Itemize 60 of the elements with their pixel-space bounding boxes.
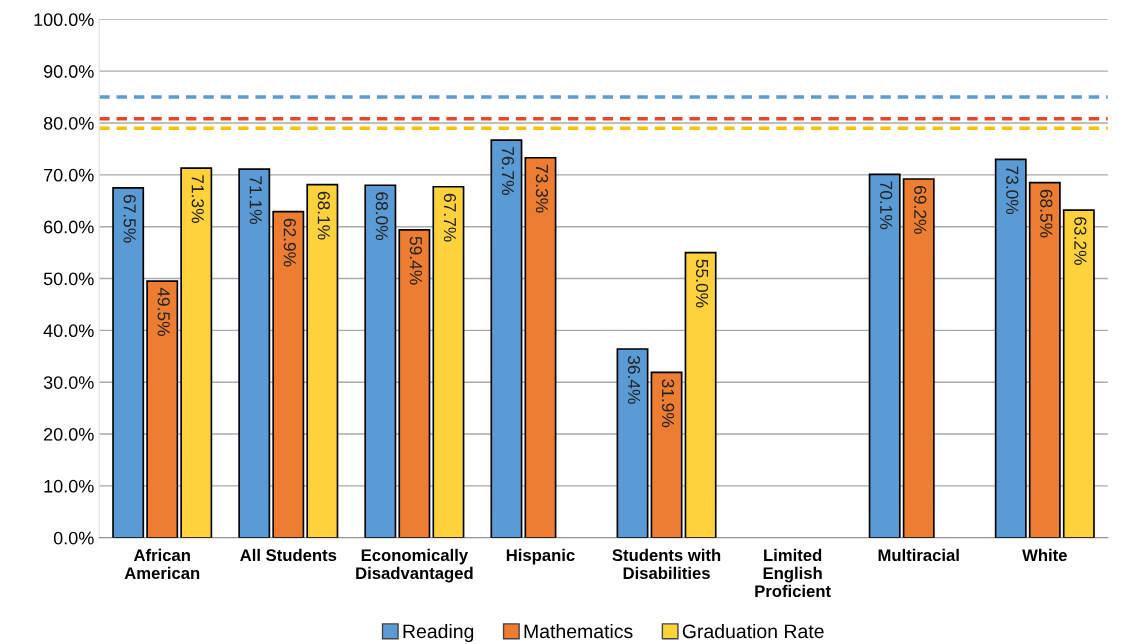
data-label: 68.1% xyxy=(317,191,330,240)
bar xyxy=(398,228,431,538)
bar xyxy=(684,251,717,538)
x-tick-label: All Students xyxy=(240,548,337,562)
bar xyxy=(146,280,179,538)
data-label: 71.1% xyxy=(249,176,262,224)
y-tick-label: 80.0% xyxy=(43,116,94,130)
legend-label: Reading xyxy=(403,623,474,643)
bar xyxy=(490,139,523,538)
data-label: 31.9% xyxy=(661,379,675,428)
data-label: 36.4% xyxy=(627,355,641,404)
bar xyxy=(1062,209,1095,538)
x-tick-label: White xyxy=(1022,548,1067,562)
data-label: 70.1% xyxy=(880,181,893,230)
bar xyxy=(1028,181,1061,538)
data-label: 68.0% xyxy=(375,192,388,241)
data-label: 76.7% xyxy=(501,147,515,195)
y-tick-label: 70.0% xyxy=(44,168,94,182)
bar xyxy=(272,210,305,538)
data-label: 62.9% xyxy=(283,218,296,267)
x-tick-label: African American xyxy=(124,548,200,580)
bar xyxy=(238,168,271,538)
x-tick-label: Students with Disabilities xyxy=(612,548,721,580)
bar xyxy=(180,167,213,538)
data-label: 59.4% xyxy=(409,236,423,285)
data-label: 67.7% xyxy=(443,193,457,242)
bar xyxy=(524,156,557,538)
y-tick-label: 60.0% xyxy=(44,220,94,234)
bar xyxy=(112,186,145,538)
x-tick-label: Limited English Proficient xyxy=(755,548,831,598)
y-tick-label: 90.0% xyxy=(43,65,94,78)
data-label: 67.5% xyxy=(123,194,136,243)
bar xyxy=(868,173,901,538)
y-tick-label: 40.0% xyxy=(43,324,94,338)
y-tick-label: 50.0% xyxy=(43,272,94,286)
data-label: 63.2% xyxy=(1074,217,1087,265)
data-label: 55.0% xyxy=(695,259,709,308)
y-tick-label: 30.0% xyxy=(43,376,94,389)
data-label: 68.5% xyxy=(1040,189,1053,238)
legend-label: Graduation Rate xyxy=(682,623,824,639)
data-label: 71.3% xyxy=(191,175,204,223)
bar xyxy=(902,178,935,538)
x-tick-label: Hispanic xyxy=(506,548,575,565)
x-tick-label: Multiracial xyxy=(878,548,959,562)
bar xyxy=(364,184,397,538)
bar xyxy=(306,183,339,538)
bar xyxy=(994,158,1027,538)
data-label: 69.2% xyxy=(914,186,927,234)
data-label: 73.0% xyxy=(1006,166,1019,215)
data-label: 73.3% xyxy=(535,164,549,213)
y-tick-label: 10.0% xyxy=(44,479,94,493)
x-tick-label: Economically Disadvantaged xyxy=(356,548,473,583)
y-tick-label: 0.0% xyxy=(53,531,94,545)
y-tick-label: 100.0% xyxy=(34,13,94,27)
bar xyxy=(432,185,465,538)
bar xyxy=(616,348,649,538)
bar xyxy=(650,371,683,538)
y-tick-label: 20.0% xyxy=(44,427,94,441)
legend-label: Mathematics xyxy=(524,623,633,639)
data-label: 49.5% xyxy=(157,287,170,336)
